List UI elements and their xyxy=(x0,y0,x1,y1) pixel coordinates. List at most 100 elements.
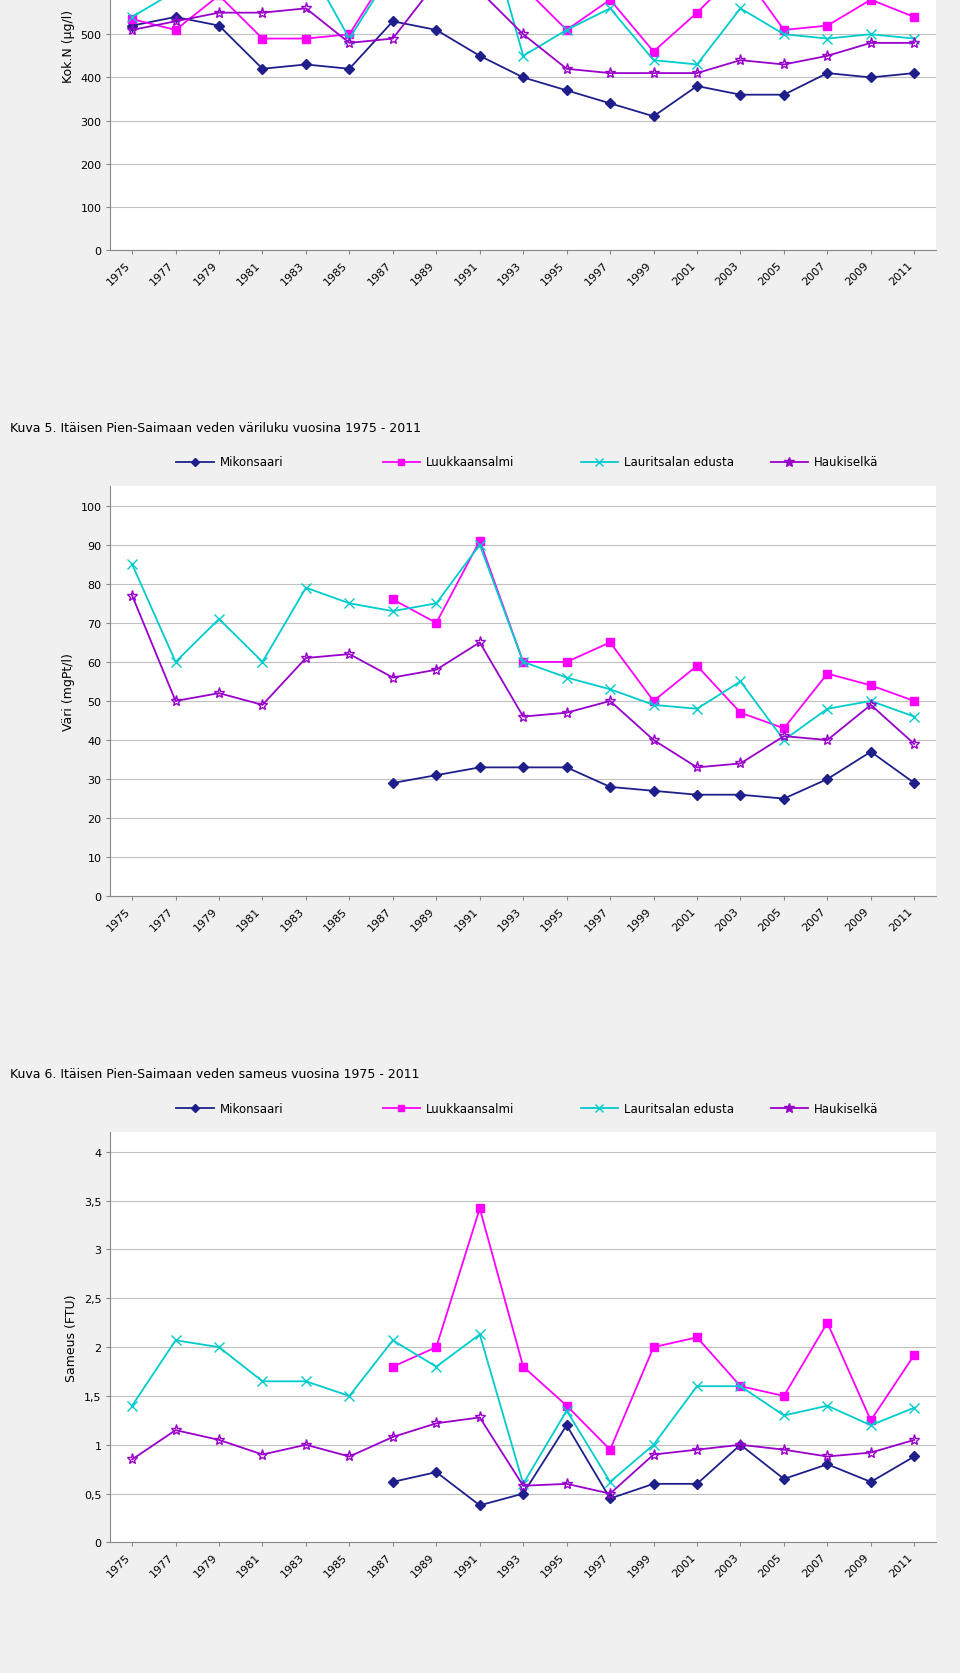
Mikonsaari xyxy=(561,1415,572,1435)
Mikonsaari xyxy=(734,785,746,805)
Lauritsalan edusta xyxy=(256,652,268,673)
Haukiselkä xyxy=(908,734,920,755)
Haukiselkä xyxy=(779,55,790,75)
Luukkaansalmi xyxy=(734,703,746,723)
Lauritsalan edusta xyxy=(517,1474,529,1494)
Lauritsalan edusta xyxy=(127,8,138,28)
Lauritsalan edusta xyxy=(561,668,572,688)
Mikonsaari xyxy=(474,47,486,67)
Mikonsaari xyxy=(344,60,355,80)
Luukkaansalmi xyxy=(779,719,790,739)
Haukiselkä xyxy=(213,1430,225,1450)
Lauritsalan edusta xyxy=(344,1385,355,1405)
Haukiselkä xyxy=(822,1447,833,1467)
Text: Kuva 6. Itäisen Pien-Saimaan veden sameus vuosina 1975 - 2011: Kuva 6. Itäisen Pien-Saimaan veden sameu… xyxy=(10,1067,420,1081)
Haukiselkä xyxy=(605,1484,616,1504)
Mikonsaari xyxy=(779,790,790,810)
Haukiselkä xyxy=(256,3,268,23)
Lauritsalan edusta xyxy=(648,52,660,72)
Haukiselkä xyxy=(779,1440,790,1461)
Y-axis label: Sameus (FTU): Sameus (FTU) xyxy=(65,1293,78,1382)
Haukiselkä xyxy=(561,1474,572,1494)
Haukiselkä xyxy=(734,1435,746,1456)
Mikonsaari xyxy=(170,8,181,28)
Mikonsaari xyxy=(648,781,660,801)
Luukkaansalmi xyxy=(865,676,876,696)
Mikonsaari xyxy=(822,1454,833,1474)
Lauritsalan edusta xyxy=(170,0,181,2)
Lauritsalan edusta xyxy=(822,1395,833,1415)
Haukiselkä xyxy=(908,1430,920,1450)
Haukiselkä xyxy=(387,668,398,688)
Lauritsalan edusta xyxy=(605,1472,616,1492)
Haukiselkä xyxy=(605,691,616,711)
Luukkaansalmi xyxy=(865,1410,876,1430)
Lauritsalan edusta xyxy=(605,679,616,699)
Mikonsaari xyxy=(908,1447,920,1467)
Luukkaansalmi xyxy=(822,664,833,684)
Luukkaansalmi xyxy=(213,0,225,7)
Lauritsalan edusta xyxy=(779,731,790,751)
Haukiselkä xyxy=(908,33,920,54)
Mikonsaari xyxy=(605,94,616,114)
Lauritsalan edusta xyxy=(430,1357,442,1377)
Haukiselkä xyxy=(648,64,660,84)
Luukkaansalmi xyxy=(691,656,703,676)
Mikonsaari xyxy=(865,743,876,763)
Luukkaansalmi xyxy=(691,1328,703,1348)
Mikonsaari xyxy=(648,107,660,127)
Text: Mikonsaari: Mikonsaari xyxy=(220,457,283,468)
Lauritsalan edusta xyxy=(605,0,616,20)
Mikonsaari xyxy=(865,1472,876,1492)
Luukkaansalmi xyxy=(561,20,572,40)
Lauritsalan edusta xyxy=(908,1399,920,1419)
Lauritsalan edusta xyxy=(344,30,355,50)
Lauritsalan edusta xyxy=(908,708,920,728)
Mikonsaari xyxy=(908,773,920,793)
Haukiselkä xyxy=(691,1440,703,1461)
Mikonsaari xyxy=(605,1489,616,1509)
Lauritsalan edusta xyxy=(691,1377,703,1397)
Haukiselkä xyxy=(648,1444,660,1466)
Mikonsaari xyxy=(648,1474,660,1494)
Mikonsaari xyxy=(691,1474,703,1494)
Luukkaansalmi xyxy=(908,8,920,28)
Lauritsalan edusta xyxy=(170,652,181,673)
Text: Luukkaansalmi: Luukkaansalmi xyxy=(426,1103,515,1114)
Luukkaansalmi xyxy=(430,1337,442,1357)
Haukiselkä xyxy=(430,1414,442,1434)
Mikonsaari xyxy=(474,758,486,778)
Luukkaansalmi xyxy=(648,1337,660,1357)
Text: Lauritsalan edusta: Lauritsalan edusta xyxy=(624,1103,734,1114)
Mikonsaari xyxy=(517,69,529,89)
Haukiselkä xyxy=(170,691,181,711)
Haukiselkä xyxy=(474,632,486,652)
Lauritsalan edusta xyxy=(256,1372,268,1392)
Lauritsalan edusta xyxy=(517,47,529,67)
Lauritsalan edusta xyxy=(734,673,746,693)
Haukiselkä xyxy=(691,758,703,778)
Lauritsalan edusta xyxy=(213,1337,225,1357)
Mikonsaari xyxy=(691,77,703,97)
Luukkaansalmi xyxy=(605,632,616,652)
Haukiselkä xyxy=(648,731,660,751)
Haukiselkä xyxy=(430,661,442,681)
Line: Luukkaansalmi: Luukkaansalmi xyxy=(389,1205,919,1454)
Mikonsaari xyxy=(822,770,833,790)
Haukiselkä xyxy=(561,60,572,80)
Text: Haukiselkä: Haukiselkä xyxy=(814,1103,878,1114)
Mikonsaari xyxy=(387,12,398,32)
Line: Lauritsalan edusta: Lauritsalan edusta xyxy=(128,540,919,746)
Lauritsalan edusta xyxy=(822,30,833,50)
Luukkaansalmi xyxy=(648,691,660,711)
Y-axis label: Väri (mgPt/l): Väri (mgPt/l) xyxy=(61,652,75,731)
Line: Haukiselkä: Haukiselkä xyxy=(127,1412,920,1499)
Lauritsalan edusta xyxy=(517,652,529,673)
Luukkaansalmi xyxy=(517,1357,529,1377)
Haukiselkä xyxy=(734,755,746,775)
Haukiselkä xyxy=(865,696,876,716)
Luukkaansalmi xyxy=(561,652,572,673)
Luukkaansalmi xyxy=(822,17,833,37)
Luukkaansalmi xyxy=(256,30,268,50)
Line: Haukiselkä: Haukiselkä xyxy=(127,591,920,773)
